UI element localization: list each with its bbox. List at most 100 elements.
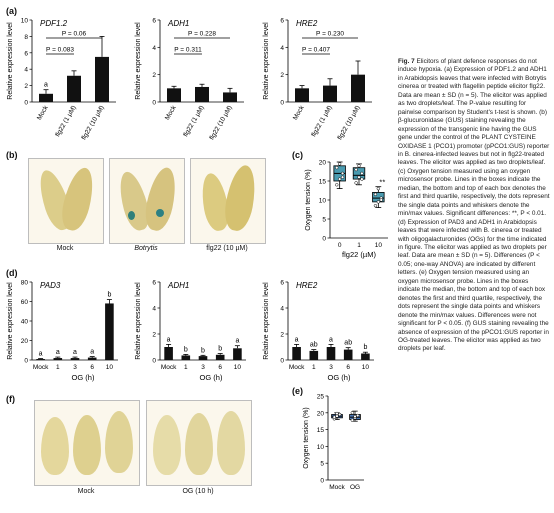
y-tick-label: 6 — [152, 280, 156, 287]
x-axis-label: OG (h) — [200, 373, 223, 382]
significance-letter: b — [201, 347, 205, 354]
bar — [198, 356, 208, 360]
x-tick-label: 3 — [329, 364, 333, 371]
panel-letter-e: (e) — [292, 386, 303, 396]
x-tick-label: flg22 (10 µM) — [208, 105, 233, 142]
data-point — [338, 412, 342, 417]
bar — [67, 75, 81, 102]
pvalue-label: P = 0.06 — [62, 31, 87, 38]
y-axis-label: Oxygen tension (%) — [305, 169, 312, 230]
y-tick-label: 0 — [152, 358, 156, 365]
data-point — [335, 411, 339, 416]
data-point — [340, 175, 345, 179]
bar — [87, 357, 97, 360]
bar — [105, 303, 114, 360]
y-tick-label: 10 — [317, 444, 325, 451]
significance-letter: a — [90, 349, 94, 356]
x-tick-label: 6 — [218, 364, 222, 371]
data-point — [373, 204, 378, 208]
pvalue-label: P = 0.311 — [174, 47, 202, 54]
y-axis-label: Relative expression level — [135, 22, 142, 100]
significance-letter: a — [56, 349, 60, 356]
x-tick-label: 10 — [106, 364, 114, 371]
x-tick-label: 1 — [56, 364, 60, 371]
y-tick-label: 20 — [319, 160, 327, 167]
y-tick-label: 4 — [152, 45, 156, 52]
chart-oxygen-flg22: 0 5 10 15 20 Oxygen tension (%) 0 1 10 ** flg22 (µ… — [305, 160, 388, 259]
caption-fig-number: Fig. 7 — [398, 58, 415, 65]
panel-letter-f: (f) — [6, 394, 15, 404]
y-tick-label: 4 — [152, 306, 156, 313]
bar — [351, 74, 365, 102]
data-point — [360, 177, 364, 181]
x-tick-label: flg22 (10 µM) — [336, 105, 361, 142]
panel-letter-a: (a) — [6, 6, 17, 16]
significance-marker: ** — [379, 178, 385, 187]
significance-letter: b — [363, 344, 367, 351]
pvalue-label: P = 0.230 — [316, 31, 344, 38]
bar — [195, 86, 209, 102]
x-tick-label: flg22 (1 µM) — [54, 105, 77, 139]
y-tick-label: 4 — [280, 306, 284, 313]
bar — [323, 85, 337, 102]
y-tick-label: 20 — [317, 410, 325, 417]
photo-label-botrytis: Botrytis — [134, 245, 158, 252]
y-tick-label: 4 — [280, 45, 284, 52]
panel-letter-b: (b) — [6, 150, 18, 160]
x-axis-label: OG (h) — [72, 373, 95, 382]
y-tick-label: 0 — [24, 358, 28, 365]
bar — [39, 93, 53, 102]
y-tick-label: 80 — [21, 280, 29, 287]
bar — [36, 359, 45, 360]
x-tick-label: 1 — [184, 364, 188, 371]
data-point — [335, 414, 339, 418]
significance-letter: a — [235, 338, 239, 345]
data-point — [354, 181, 358, 185]
y-axis-label: Relative expression level — [263, 22, 270, 100]
photo-label-f-og: OG (10 h) — [182, 488, 214, 495]
x-tick-label: Mock — [292, 104, 306, 122]
data-point — [340, 171, 345, 176]
y-tick-label: 2 — [24, 83, 28, 90]
y-tick-label: 6 — [24, 50, 28, 57]
y-tick-label: 5 — [322, 217, 326, 224]
pvalue-label: P = 0.228 — [188, 31, 216, 38]
chart-title: PDF1.2 — [40, 19, 68, 28]
significance-letter: ab — [344, 340, 352, 347]
chart-pdf12: 0 2 4 6 8 10 Relative expression level PDF1.2 a M… — [7, 18, 116, 141]
data-point — [379, 198, 383, 202]
significance-letter: b — [184, 346, 188, 353]
data-point — [360, 171, 364, 176]
data-point — [357, 164, 361, 168]
bar — [181, 355, 191, 360]
y-tick-label: 6 — [152, 18, 156, 25]
x-tick-label: Mock — [289, 364, 305, 371]
significance-letter: a — [329, 336, 333, 343]
data-point — [373, 192, 378, 196]
caption-text: Elicitors of plant defence responses do … — [398, 58, 550, 353]
pvalue-label: P = 0.083 — [46, 47, 74, 54]
chart-oxygen-og: 0 5 10 15 20 25 Oxygen tension (%) Mock OG — [303, 394, 364, 491]
y-tick-label: 0 — [320, 478, 324, 485]
photo-botrytis — [109, 158, 185, 244]
bar — [343, 349, 353, 360]
significance-letter: a — [44, 82, 48, 89]
y-tick-label: 0 — [280, 100, 284, 107]
y-axis-label: Relative expression level — [7, 282, 14, 360]
y-tick-label: 8 — [24, 34, 28, 41]
y-tick-label: 10 — [21, 18, 29, 25]
data-point — [354, 167, 358, 172]
panel-letter-d: (d) — [6, 268, 18, 278]
pvalue-label: P = 0.407 — [302, 47, 330, 54]
x-tick-label: 6 — [90, 364, 94, 371]
x-tick-label: 10 — [234, 364, 242, 371]
y-tick-label: 15 — [319, 179, 327, 186]
bar — [70, 358, 80, 360]
y-tick-label: 0 — [24, 100, 28, 107]
y-tick-label: 0 — [280, 358, 284, 365]
data-point — [338, 177, 342, 181]
chart-title: ADH1 — [167, 19, 189, 28]
data-point — [353, 414, 357, 419]
